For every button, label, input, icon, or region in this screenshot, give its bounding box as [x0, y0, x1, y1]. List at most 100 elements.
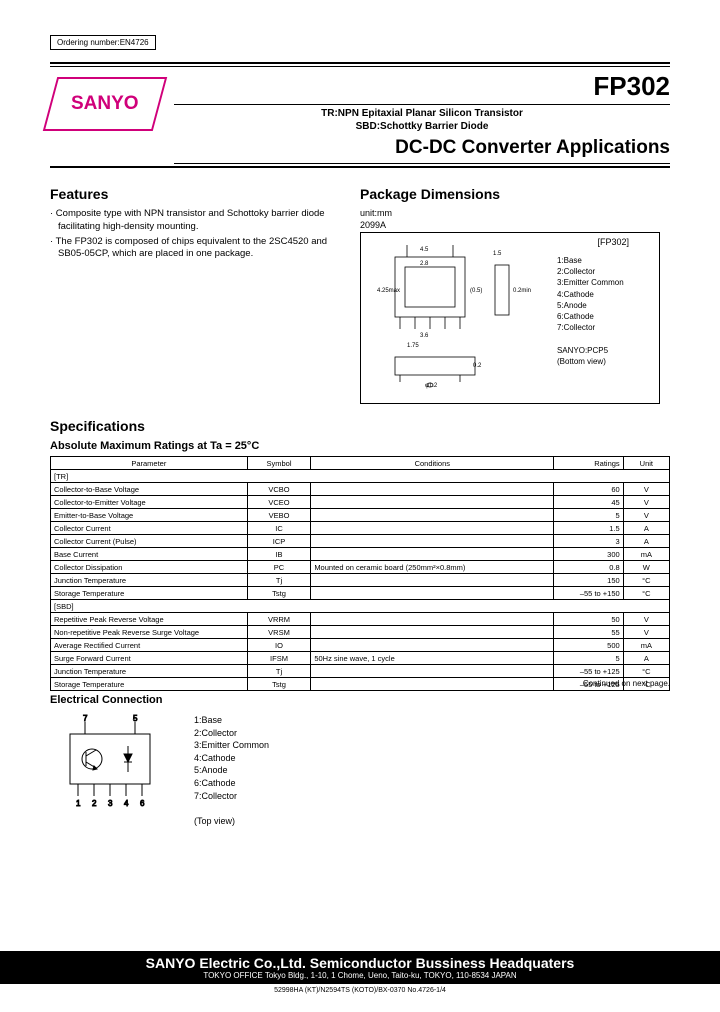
- table-cell: Collector Dissipation: [51, 561, 248, 574]
- subtitle-1: TR:NPN Epitaxial Planar Silicon Transist…: [174, 107, 670, 120]
- table-cell: [311, 509, 554, 522]
- table-cell: VRRM: [247, 613, 311, 626]
- table-row: Non-repetitive Peak Reverse Surge Voltag…: [51, 626, 670, 639]
- table-row: Storage TemperatureTstg –55 to +150°C: [51, 587, 670, 600]
- table-cell: [311, 496, 554, 509]
- package-footer2: (Bottom view): [557, 356, 624, 367]
- svg-text:(0.5): (0.5): [470, 288, 482, 294]
- table-cell: Collector Current (Pulse): [51, 535, 248, 548]
- table-cell: mA: [623, 639, 669, 652]
- subtitle-2: SBD:Schottky Barrier Diode: [174, 120, 670, 133]
- table-header: Parameter: [51, 457, 248, 470]
- ordering-number-box: Ordering number:EN4726: [50, 35, 156, 50]
- package-code: 2099A: [360, 220, 670, 230]
- package-heading: Package Dimensions: [360, 186, 670, 202]
- table-cell: [311, 483, 554, 496]
- table-cell: [311, 548, 554, 561]
- table-header: Conditions: [311, 457, 554, 470]
- logo-text: SANYO: [71, 93, 139, 115]
- elec-heading: Electrical Connection: [50, 694, 670, 706]
- features-column: Features · Composite type with NPN trans…: [50, 186, 340, 404]
- table-cell: [311, 535, 554, 548]
- main-title: DC-DC Converter Applications: [174, 137, 670, 164]
- footer-code: 52998HA (KT)/N2594TS (KOTO)/BX-0370 No.4…: [0, 987, 720, 994]
- table-cell: VCBO: [247, 483, 311, 496]
- table-cell: PC: [247, 561, 311, 574]
- table-cell: [311, 665, 554, 678]
- table-cell: –55 to +125: [554, 665, 623, 678]
- package-footer1: SANYO:PCP5: [557, 345, 624, 356]
- table-cell: Average Rectified Current: [51, 639, 248, 652]
- elec-pin-label: 6:Cathode: [194, 777, 269, 790]
- table-cell: Emitter-to-Base Voltage: [51, 509, 248, 522]
- pin-label: 2:Collector: [557, 266, 624, 277]
- table-cell: Base Current: [51, 548, 248, 561]
- table-cell: V: [623, 483, 669, 496]
- table-header: Symbol: [247, 457, 311, 470]
- table-cell: ICP: [247, 535, 311, 548]
- svg-text:0.2min: 0.2min: [513, 288, 531, 294]
- pin-label: 6:Cathode: [557, 311, 624, 322]
- elec-pin-label: 5:Anode: [194, 764, 269, 777]
- table-header: Unit: [623, 457, 669, 470]
- table-cell: Non-repetitive Peak Reverse Surge Voltag…: [51, 626, 248, 639]
- table-cell: 50: [554, 613, 623, 626]
- table-cell: [311, 587, 554, 600]
- table-cell: Storage Temperature: [51, 587, 248, 600]
- table-cell: 1.5: [554, 522, 623, 535]
- header-rule-bottom: [50, 166, 670, 168]
- svg-text:2.8: 2.8: [420, 261, 429, 267]
- table-cell: A: [623, 652, 669, 665]
- table-row: Surge Forward CurrentIFSM50Hz sine wave,…: [51, 652, 670, 665]
- table-cell: VEBO: [247, 509, 311, 522]
- pin-label: 1:Base: [557, 255, 624, 266]
- table-cell: 45: [554, 496, 623, 509]
- svg-text:φ1.2: φ1.2: [425, 383, 438, 389]
- table-cell: W: [623, 561, 669, 574]
- elec-pin-label: 2:Collector: [194, 727, 269, 740]
- svg-text:3.6: 3.6: [420, 333, 429, 339]
- table-cell: °C: [623, 587, 669, 600]
- table-cell: –55 to +150: [554, 587, 623, 600]
- pin-label: 4:Cathode: [557, 289, 624, 300]
- table-cell: IO: [247, 639, 311, 652]
- electrical-connection: 7 5 1 2 3 4 6 1:Base2:Collector3:Emitter…: [50, 714, 670, 827]
- header-rule-top: [50, 62, 670, 64]
- table-cell: 60: [554, 483, 623, 496]
- table-row: Collector-to-Base VoltageVCBO60V: [51, 483, 670, 496]
- table-cell: Junction Temperature: [51, 574, 248, 587]
- table-cell: Tstg: [247, 587, 311, 600]
- table-row: Emitter-to-Base VoltageVEBO5V: [51, 509, 670, 522]
- table-cell: °C: [623, 574, 669, 587]
- table-row: [TR]: [51, 470, 670, 483]
- features-heading: Features: [50, 186, 340, 202]
- table-row: Junction TemperatureTj150°C: [51, 574, 670, 587]
- svg-text:4.25max: 4.25max: [377, 288, 400, 294]
- header-content: FP302 TR:NPN Epitaxial Planar Silicon Tr…: [174, 71, 670, 164]
- part-number: FP302: [174, 71, 670, 105]
- table-cell: V: [623, 496, 669, 509]
- footer-black-bar: SANYO Electric Co.,Ltd. Semiconductor Bu…: [0, 951, 720, 984]
- header-row: SANYO FP302 TR:NPN Epitaxial Planar Sili…: [50, 71, 670, 164]
- table-row: Base CurrentIB300mA: [51, 548, 670, 561]
- specs-table: ParameterSymbolConditionsRatingsUnit [TR…: [50, 456, 670, 691]
- table-cell: Surge Forward Current: [51, 652, 248, 665]
- svg-text:5: 5: [133, 714, 138, 723]
- elec-pin-labels: 1:Base2:Collector3:Emitter Common4:Catho…: [194, 714, 269, 827]
- table-cell: A: [623, 535, 669, 548]
- package-column: Package Dimensions unit:mm 2099A [FP302]: [360, 186, 670, 404]
- table-cell: A: [623, 522, 669, 535]
- table-cell: 50Hz sine wave, 1 cycle: [311, 652, 554, 665]
- svg-text:1: 1: [76, 799, 81, 808]
- footer: SANYO Electric Co.,Ltd. Semiconductor Bu…: [0, 951, 720, 994]
- specs-heading: Specifications: [50, 418, 670, 434]
- features-list: · Composite type with NPN transistor and…: [50, 208, 340, 261]
- table-row: Collector Current (Pulse)ICP 3A: [51, 535, 670, 548]
- table-category: [TR]: [51, 470, 670, 483]
- header-rule-thin: [50, 66, 670, 67]
- table-cell: [311, 613, 554, 626]
- table-cell: Tj: [247, 665, 311, 678]
- table-cell: Junction Temperature: [51, 665, 248, 678]
- svg-text:4.5: 4.5: [420, 247, 429, 253]
- table-cell: 3: [554, 535, 623, 548]
